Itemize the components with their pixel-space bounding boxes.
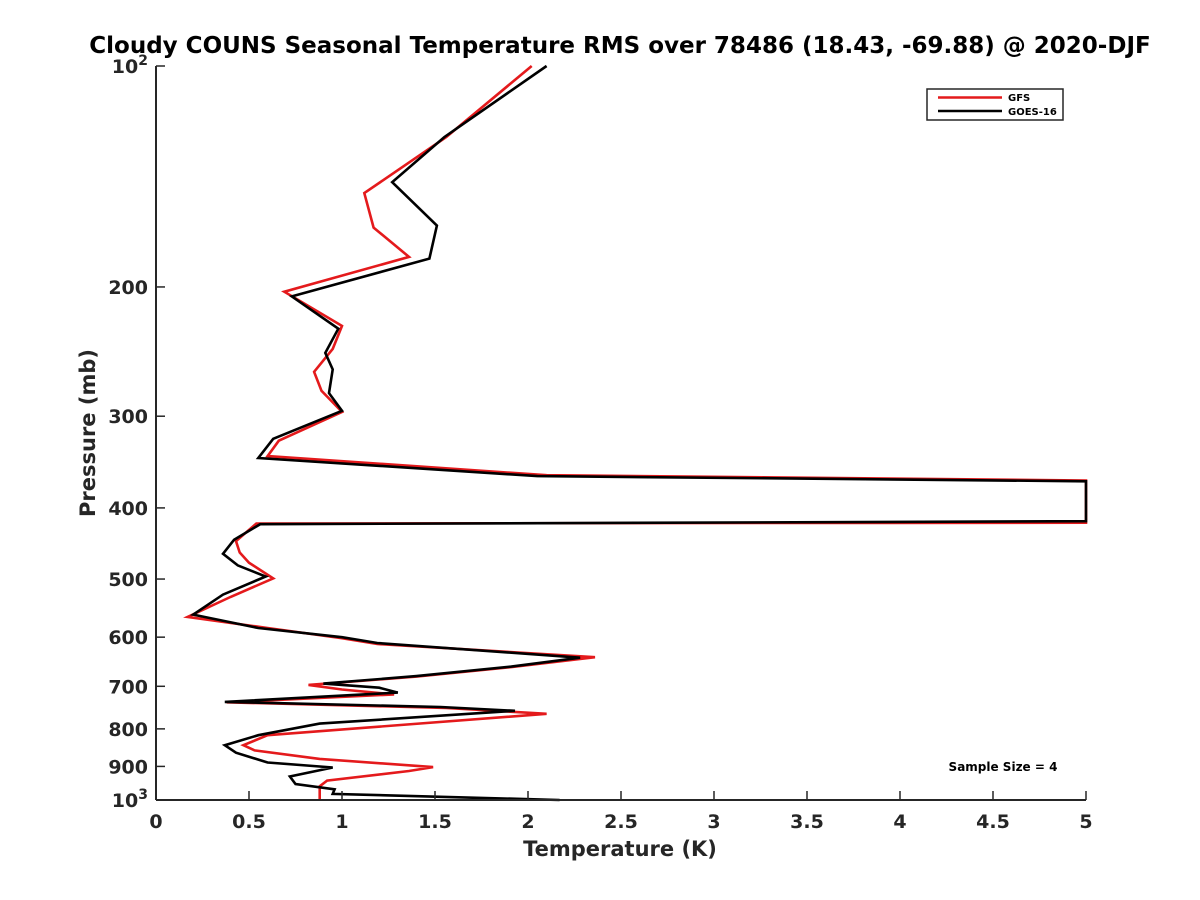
y-tick-label: 700 <box>108 676 148 698</box>
x-tick-label: 1.5 <box>418 811 452 833</box>
legend-label-gfs: GFS <box>1008 93 1030 104</box>
sample-size-annotation: Sample Size = 4 <box>949 760 1058 774</box>
x-tick-label: 3 <box>707 811 720 833</box>
x-ticks: 0 0.5 1 1.5 2 2.5 3 3.5 4 4.5 5 <box>149 791 1093 833</box>
chart-title: Cloudy COUNS Seasonal Temperature RMS ov… <box>89 33 1150 59</box>
series-line-goes16 <box>189 64 1088 802</box>
x-tick-label: 3.5 <box>790 811 824 833</box>
x-tick-label: 0 <box>149 811 162 833</box>
x-axis-label: Temperature (K) <box>523 837 717 861</box>
legend-box <box>926 88 1064 121</box>
series-line-gfs <box>183 65 1088 800</box>
y-tick-label: 102 <box>112 53 148 78</box>
series-layer <box>183 64 1088 802</box>
x-tick-label: 5 <box>1079 811 1092 833</box>
y-ticks: 102 200 300 400 500 600 700 800 900 103 <box>108 53 165 812</box>
legend-label-goes16: GOES-16 <box>1008 107 1057 118</box>
y-tick-label: 400 <box>108 498 148 520</box>
x-tick-label: 0.5 <box>232 811 266 833</box>
y-tick-label: 600 <box>108 627 148 649</box>
x-tick-label: 1 <box>335 811 348 833</box>
legend: GFS GOES-16 <box>926 88 1064 121</box>
y-axis-label: Pressure (mb) <box>76 349 100 517</box>
y-tick-label: 300 <box>108 406 148 428</box>
y-tick-label: 103 <box>112 787 148 812</box>
y-tick-label: 200 <box>108 277 148 299</box>
x-tick-label: 4.5 <box>976 811 1010 833</box>
x-tick-label: 2.5 <box>604 811 638 833</box>
x-tick-label: 2 <box>521 811 534 833</box>
y-tick-label: 900 <box>108 756 148 778</box>
y-tick-label: 800 <box>108 719 148 741</box>
x-tick-label: 4 <box>893 811 906 833</box>
y-tick-label: 500 <box>108 569 148 591</box>
